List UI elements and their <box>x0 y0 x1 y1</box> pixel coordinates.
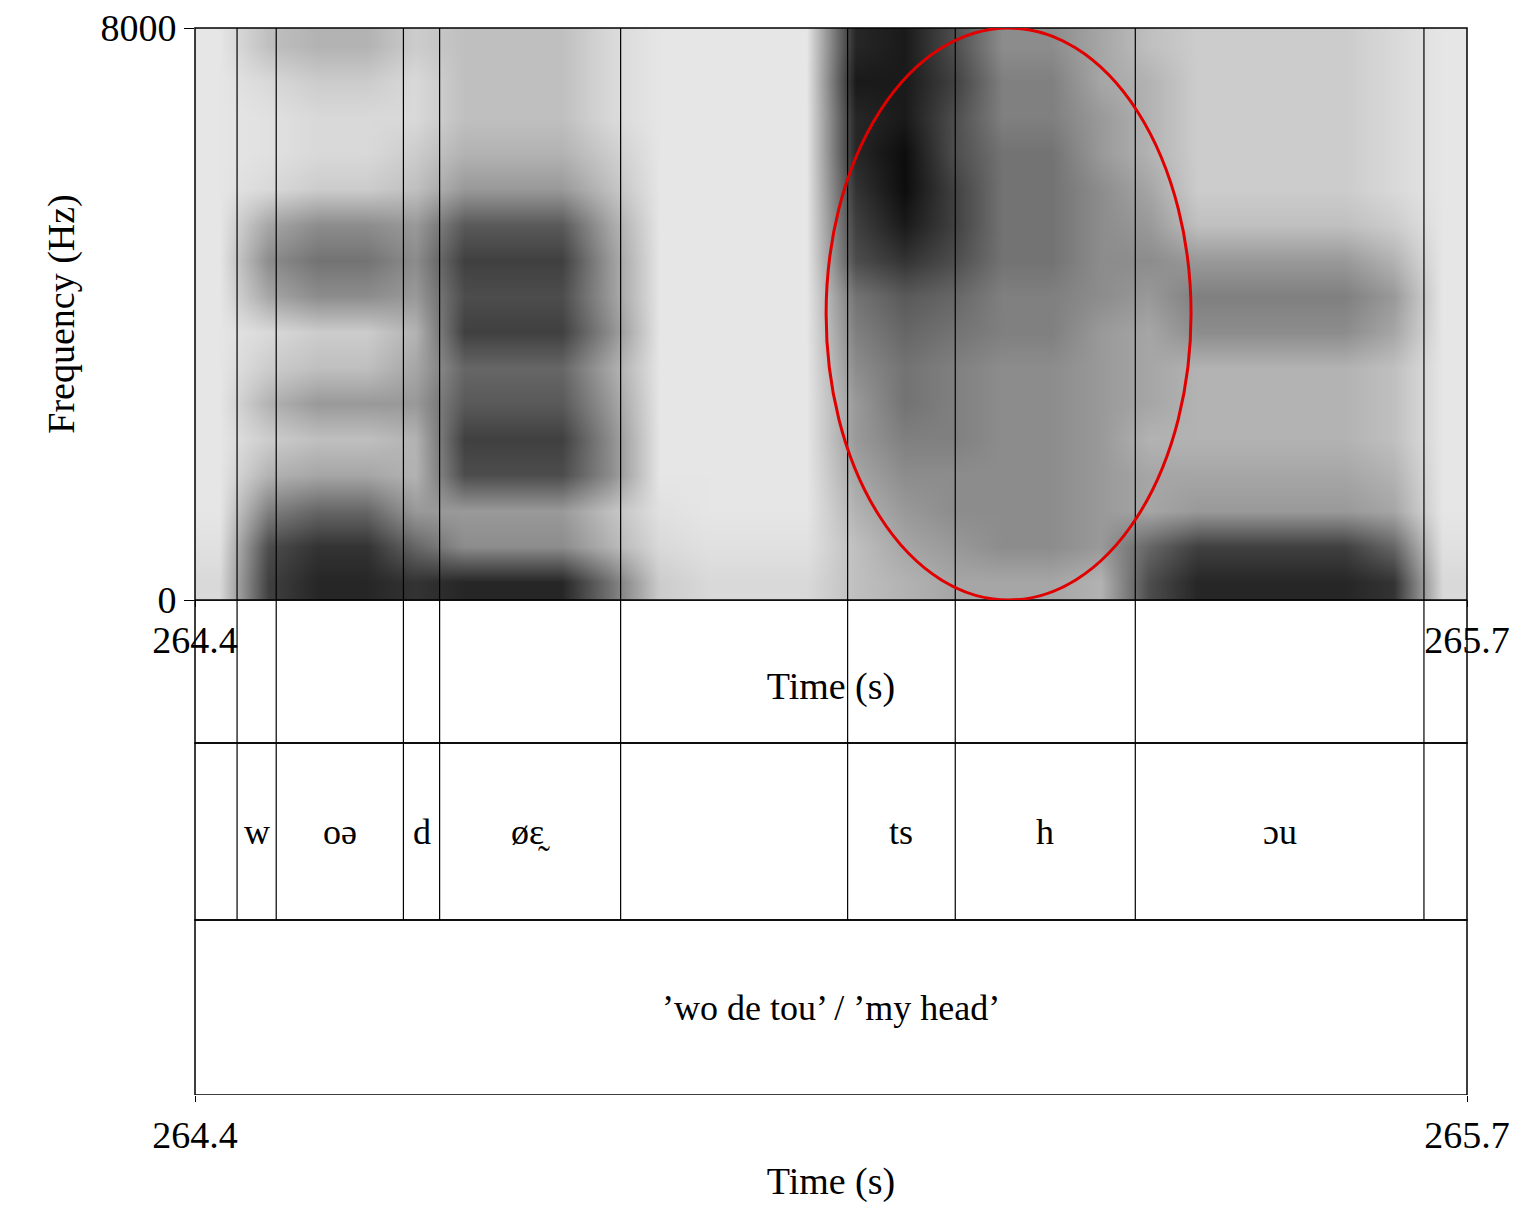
svg-text:265.7: 265.7 <box>1424 1114 1510 1156</box>
svg-text:ts: ts <box>889 812 913 852</box>
svg-text:w: w <box>244 812 270 852</box>
svg-text:’wo de tou’ / ’my head’: ’wo de tou’ / ’my head’ <box>662 988 1000 1028</box>
svg-text:Time (s): Time (s) <box>767 665 895 708</box>
svg-text:Frequency (Hz): Frequency (Hz) <box>40 194 83 434</box>
svg-text:ɔu: ɔu <box>1263 812 1297 852</box>
svg-text:264.4: 264.4 <box>152 619 238 661</box>
svg-text:8000: 8000 <box>100 7 176 49</box>
svg-text:h: h <box>1036 812 1054 852</box>
svg-text:264.4: 264.4 <box>152 1114 238 1156</box>
svg-text:øɛ̰: øɛ̰ <box>511 812 550 852</box>
svg-text:0: 0 <box>157 579 176 621</box>
svg-text:oə: oə <box>323 812 357 852</box>
svg-text:d: d <box>413 812 431 852</box>
svg-text:265.7: 265.7 <box>1424 619 1510 661</box>
svg-text:Time (s): Time (s) <box>767 1160 895 1203</box>
